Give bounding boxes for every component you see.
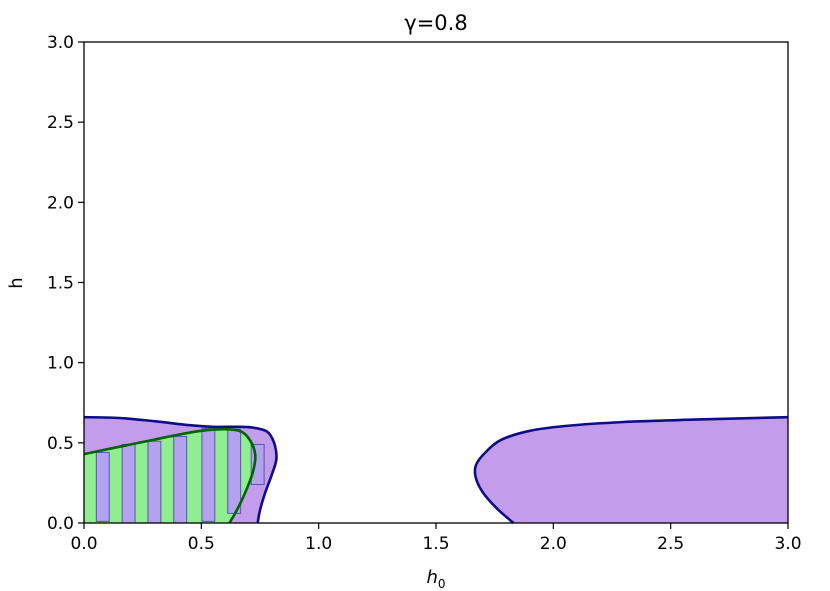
hatch-bar bbox=[173, 435, 188, 524]
chart-title: γ=0.8 bbox=[404, 11, 467, 35]
y-tick-label: 1.0 bbox=[47, 354, 74, 374]
x-tick-label: 0.5 bbox=[188, 534, 215, 554]
y-axis-ticks: 0.0 0.5 1.0 1.5 2.0 2.5 3.0 bbox=[47, 33, 84, 534]
hatch-bar bbox=[201, 427, 216, 522]
x-axis-ticks: 0.0 0.5 1.0 1.5 2.0 2.5 3.0 bbox=[70, 523, 802, 554]
y-tick-label: 0.0 bbox=[47, 514, 74, 534]
hatch-bar bbox=[227, 428, 242, 514]
x-tick-label: 2.0 bbox=[540, 534, 567, 554]
y-tick-label: 2.5 bbox=[47, 113, 74, 133]
right-purple-boundary bbox=[473, 415, 789, 524]
hatch-bar bbox=[147, 440, 162, 524]
right-purple-region bbox=[474, 417, 788, 523]
hatch-bar bbox=[121, 443, 136, 524]
y-tick-label: 1.5 bbox=[47, 274, 74, 294]
x-tick-label: 1.0 bbox=[305, 534, 332, 554]
y-axis-label: h bbox=[6, 277, 27, 288]
hatch-bar bbox=[95, 451, 110, 522]
left-purple-boundary bbox=[83, 415, 278, 524]
x-axis-label-main: h bbox=[426, 567, 437, 588]
y-tick-label: 2.0 bbox=[47, 193, 74, 213]
x-axis-label-sub: 0 bbox=[438, 577, 446, 591]
y-tick-label: 0.5 bbox=[47, 434, 74, 454]
x-tick-label: 3.0 bbox=[774, 534, 801, 554]
x-tick-label: 1.5 bbox=[422, 534, 449, 554]
left-green-boundary bbox=[83, 427, 257, 524]
x-axis-label: h0 bbox=[426, 567, 445, 591]
x-tick-label: 0.0 bbox=[70, 534, 97, 554]
x-tick-label: 2.5 bbox=[657, 534, 684, 554]
plot-area bbox=[83, 415, 789, 524]
y-tick-label: 3.0 bbox=[47, 33, 74, 53]
